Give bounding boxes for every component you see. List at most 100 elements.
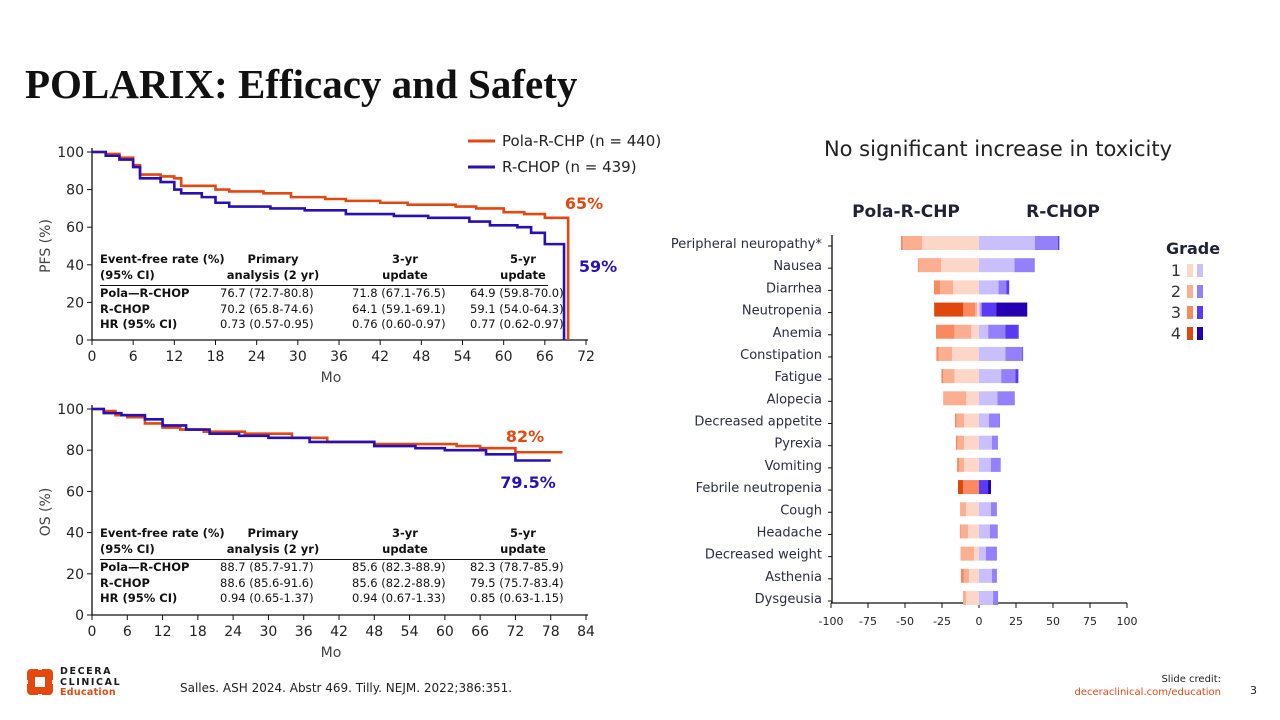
bar-r-chop-grade-1 <box>979 568 993 583</box>
category-label: Alopecia <box>767 392 822 407</box>
x-tick-label: 66 <box>536 349 554 365</box>
bar-r-chop-grade-1 <box>979 302 981 317</box>
bar-pola-r-chp-grade-4 <box>936 324 938 339</box>
x-tick-label: 18 <box>189 624 207 640</box>
bar-pola-r-chp-grade-3 <box>957 457 960 472</box>
bar-r-chop-grade-1 <box>979 413 990 428</box>
bar-r-chop-grade-2 <box>1034 236 1058 250</box>
group-label-pola-r-chp: Pola-R-CHP <box>852 202 960 222</box>
x-tick-label: 30 <box>260 624 278 640</box>
y-tick-label: 0 <box>75 333 84 349</box>
end-rate-label: 59% <box>579 257 617 276</box>
category-label: Anemia <box>773 326 822 341</box>
legend-swatch-rchop <box>1197 306 1203 319</box>
citation: Salles. ASH 2024. Abstr 469. Tilly. NEJM… <box>180 681 513 695</box>
bar-r-chop-grade-2 <box>992 435 998 450</box>
category-label: Decreased weight <box>705 548 822 563</box>
x-tick-label: 12 <box>165 349 183 365</box>
bar-r-chop-grade-1 <box>979 435 993 450</box>
logo <box>25 667 55 701</box>
category-label: Peripheral neuropathy* <box>671 237 823 252</box>
bar-r-chop-grade-1 <box>979 236 1035 250</box>
km-curve-pola-r-chp <box>92 407 563 454</box>
table-cell: 88.7 (85.7-91.7) <box>220 560 314 574</box>
y-tick-label: 80 <box>66 183 84 199</box>
x-tick-label: 66 <box>471 624 489 640</box>
x-tick-label: 42 <box>371 349 389 365</box>
table-cell: 64.9 (59.8-70.0) <box>470 286 564 300</box>
table-header-cell: Primary <box>247 526 299 540</box>
bar-pola-r-chp-grade-2 <box>959 457 965 472</box>
bar-pola-r-chp-grade-2 <box>902 236 923 250</box>
x-tick-label: 18 <box>207 349 225 365</box>
logo-mark-icon <box>25 667 55 697</box>
table-header-cell: update <box>500 542 546 556</box>
bar-pola-r-chp-grade-1 <box>952 346 979 361</box>
x-tick-label: 84 <box>577 624 595 640</box>
table-header-cell: analysis (2 yr) <box>226 268 320 282</box>
table-cell: 85.6 (82.2-88.9) <box>352 575 446 590</box>
bar-pola-r-chp-grade-2 <box>961 546 974 561</box>
bar-pola-r-chp-grade-2 <box>963 591 966 605</box>
credit-label: Slide credit: <box>1161 674 1221 685</box>
bar-r-chop-grade-3 <box>999 457 1001 472</box>
category-label: Headache <box>757 525 822 540</box>
bar-pola-r-chp-grade-1 <box>953 280 979 295</box>
x-tick-label: 54 <box>454 349 472 365</box>
bar-r-chop-grade-2 <box>980 302 982 317</box>
table-cell: 0.94 (0.67-1.33) <box>352 591 446 605</box>
bar-pola-r-chp-grade-1 <box>964 457 979 472</box>
bar-pola-r-chp-grade-2 <box>956 413 965 428</box>
table-header-cell: update <box>382 542 428 556</box>
bar-r-chop-grade-3 <box>981 302 997 317</box>
x-tick-label: 60 <box>495 349 513 365</box>
x-tick-label: 0 <box>88 349 97 365</box>
category-label: Constipation <box>740 348 822 363</box>
bar-r-chop-grade-1 <box>979 280 999 295</box>
bar-r-chop-grade-3 <box>1006 280 1010 295</box>
legend-swatch-rchop <box>1197 264 1203 277</box>
y-tick-label: 40 <box>66 526 84 542</box>
bar-r-chop-grade-3 <box>996 524 998 539</box>
x-tick-label: 6 <box>123 624 132 640</box>
x-axis-label: Mo <box>321 645 342 661</box>
x-tick-label: 48 <box>365 624 383 640</box>
logo-text: DECERA CLINICAL Education <box>60 666 121 699</box>
table-header-cell: analysis (2 yr) <box>226 542 320 556</box>
bar-pola-r-chp-grade-1 <box>973 546 979 561</box>
bar-pola-r-chp-grade-3 <box>960 546 962 561</box>
x-tick-label: 100 <box>1117 615 1138 628</box>
bar-pola-r-chp-grade-1 <box>966 391 979 406</box>
legend-label: Pola-R-CHP (n = 440) <box>502 132 661 150</box>
bar-r-chop-grade-2 <box>990 457 1000 472</box>
legend-swatch-pola <box>1187 264 1193 277</box>
table-cell: 85.6 (82.3-88.9) <box>352 560 446 574</box>
bar-r-chop-grade-3 <box>996 568 997 583</box>
legend-swatch-pola <box>1187 306 1193 319</box>
y-tick-label: 0 <box>75 608 84 624</box>
bar-pola-r-chp-grade-2 <box>943 369 955 384</box>
category-label: Asthenia <box>765 570 822 585</box>
bar-pola-r-chp-grade-1 <box>965 591 979 605</box>
table-cell: 76.7 (72.7-80.8) <box>220 286 314 300</box>
bar-r-chop-grade-4 <box>988 480 991 495</box>
category-label: Diarrhea <box>766 281 822 296</box>
logo-line-3: Education <box>60 687 116 698</box>
x-tick-label: 12 <box>154 624 172 640</box>
row-label: R-CHOP <box>100 301 150 316</box>
km-curve-pola-r-chp <box>92 150 570 340</box>
legend-label: R-CHOP (n = 439) <box>502 158 637 176</box>
bar-r-chop-grade-3 <box>979 480 989 495</box>
bar-r-chop-grade-2 <box>992 568 997 583</box>
bar-r-chop-grade-2 <box>1001 369 1016 384</box>
bar-r-chop-grade-3 <box>996 546 997 561</box>
table-cell: 0.76 (0.60-0.97) <box>352 317 446 331</box>
logo-line-1: DECERA <box>60 666 113 677</box>
bar-pola-r-chp-grade-2 <box>943 391 967 406</box>
bar-pola-r-chp-grade-3 <box>934 280 941 295</box>
y-tick-label: 100 <box>57 402 84 418</box>
table-header-cell: 3-yr <box>392 252 418 266</box>
category-label: Pyrexia <box>774 437 822 452</box>
credit-link[interactable]: deceraclinical.com/education <box>1074 687 1222 698</box>
bar-r-chop-grade-3 <box>1005 324 1018 339</box>
